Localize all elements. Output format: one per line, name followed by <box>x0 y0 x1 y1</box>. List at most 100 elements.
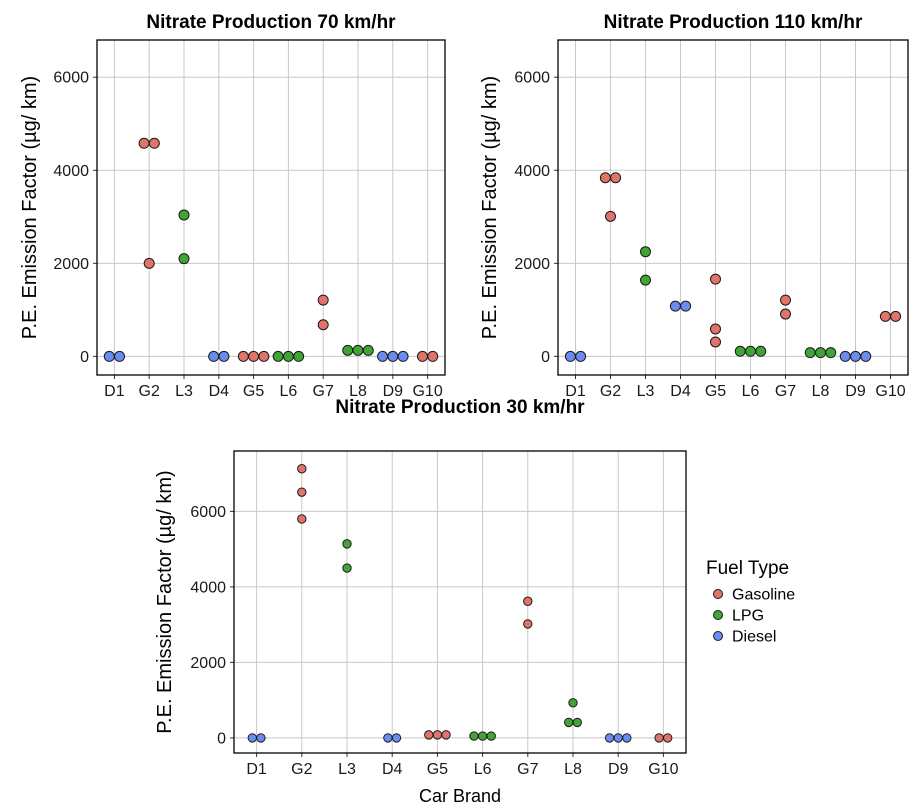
data-point-gasoline <box>297 487 307 497</box>
data-point-lpg <box>342 563 352 573</box>
data-point-lpg <box>804 347 816 359</box>
data-point-lpg <box>640 274 651 286</box>
x-tick-label: L3 <box>338 761 356 778</box>
y-axis-label: P.E. Emission Factor (µg/ km) <box>19 76 41 339</box>
data-point-lpg <box>477 731 488 741</box>
x-tick-label: G7 <box>775 383 796 400</box>
y-tick-label: 2000 <box>190 655 226 672</box>
data-point-gasoline <box>258 350 270 362</box>
data-point-lpg <box>563 717 574 728</box>
x-tick-label: G10 <box>648 761 678 778</box>
y-tick-label: 0 <box>80 349 89 366</box>
x-tick-label: G10 <box>875 383 905 400</box>
x-tick-label: L8 <box>349 383 367 400</box>
y-tick-label: 4000 <box>190 579 226 596</box>
x-tick-label: G2 <box>139 383 160 400</box>
data-point-lpg <box>342 539 352 549</box>
data-point-diesel <box>114 350 126 362</box>
data-point-diesel <box>256 733 266 743</box>
data-point-gasoline <box>710 273 721 285</box>
y-tick-label: 4000 <box>53 163 89 180</box>
legend-label: Diesel <box>732 629 776 646</box>
data-point-lpg <box>745 345 756 357</box>
x-tick-label: D4 <box>670 383 691 400</box>
chart-panel-2: 0 2000 4000 6000 D1 G2 L3 D4 G5 L6 G7 L8 D9 G10 Nitrat… <box>479 12 909 400</box>
legend-key-gasoline <box>713 589 723 599</box>
x-tick-label: L3 <box>637 383 655 400</box>
x-tick-label: D4 <box>209 383 230 400</box>
data-point-diesel <box>604 733 615 743</box>
x-tick-label: D1 <box>565 383 586 400</box>
data-point-lpg <box>272 350 284 362</box>
data-point-gasoline <box>710 336 721 348</box>
data-point-gasoline <box>523 596 533 606</box>
data-point-diesel <box>218 350 230 362</box>
y-tick-label: 2000 <box>53 256 89 273</box>
data-point-gasoline <box>237 350 249 362</box>
data-point-gasoline <box>780 294 791 306</box>
chart-title: Nitrate Production 110 km/hr <box>604 12 863 33</box>
x-tick-label: G5 <box>243 383 264 400</box>
panel-border <box>96 39 446 376</box>
data-point-lpg <box>734 345 746 357</box>
x-tick-label: L8 <box>812 383 830 400</box>
data-point-lpg <box>815 347 826 359</box>
data-point-lpg <box>282 350 294 362</box>
data-point-diesel <box>850 350 861 362</box>
data-point-gasoline <box>663 733 673 743</box>
data-point-diesel <box>387 350 399 362</box>
y-tick-label: 6000 <box>190 504 226 521</box>
data-point-gasoline <box>441 730 451 740</box>
data-point-gasoline <box>424 730 434 740</box>
data-point-diesel <box>391 733 402 743</box>
x-tick-label: D1 <box>246 761 267 778</box>
data-point-diesel <box>669 300 681 312</box>
chart-panel-3: 0 2000 4000 6000 D1 G2 L3 D4 G5 L6 G7 L8 D9 G10 Nitrat… <box>154 397 687 806</box>
y-tick-label: 0 <box>217 730 226 747</box>
data-point-gasoline <box>317 319 329 331</box>
data-point-diesel <box>622 733 632 743</box>
data-point-lpg <box>362 344 374 356</box>
x-tick-label: L6 <box>474 761 492 778</box>
data-point-lpg <box>755 345 767 357</box>
data-point-gasoline <box>879 310 891 322</box>
data-point-lpg <box>640 246 651 258</box>
plot-area <box>97 40 445 375</box>
data-point-gasoline <box>416 350 428 362</box>
data-point-gasoline <box>654 733 664 743</box>
data-point-lpg <box>352 344 364 356</box>
data-point-gasoline <box>297 464 307 474</box>
data-point-lpg <box>178 209 190 221</box>
data-point-diesel <box>247 733 257 743</box>
data-point-gasoline <box>710 323 721 335</box>
x-tick-label: D9 <box>845 383 866 400</box>
data-point-gasoline <box>138 137 150 149</box>
y-tick-label: 6000 <box>53 70 89 87</box>
data-point-gasoline <box>427 350 439 362</box>
x-tick-label: D4 <box>382 761 403 778</box>
data-point-lpg <box>572 717 583 728</box>
data-point-gasoline <box>599 172 611 184</box>
x-tick-label: G10 <box>412 383 442 400</box>
data-point-diesel <box>680 300 692 312</box>
legend-key-diesel <box>713 631 723 641</box>
x-tick-label: G2 <box>600 383 621 400</box>
x-tick-label: L8 <box>564 761 582 778</box>
panel-border <box>233 450 687 754</box>
data-point-gasoline <box>605 210 616 222</box>
x-tick-label: G7 <box>517 761 538 778</box>
x-tick-label: D1 <box>104 383 125 400</box>
x-axis-label: Car Brand <box>419 786 501 806</box>
plot-area <box>558 40 908 375</box>
data-point-diesel <box>103 350 115 362</box>
legend: Fuel Type Gasoline LPG Diesel <box>706 558 795 646</box>
legend-key-lpg <box>713 610 723 620</box>
x-tick-label: D9 <box>383 383 404 400</box>
data-point-diesel <box>613 733 623 743</box>
x-tick-label: D9 <box>608 761 629 778</box>
chart-title: Nitrate Production 70 km/hr <box>146 12 396 33</box>
y-tick-label: 0 <box>541 349 550 366</box>
chart-title: Nitrate Production 30 km/hr <box>335 397 585 418</box>
data-point-gasoline <box>148 137 160 149</box>
data-point-gasoline <box>890 310 902 322</box>
